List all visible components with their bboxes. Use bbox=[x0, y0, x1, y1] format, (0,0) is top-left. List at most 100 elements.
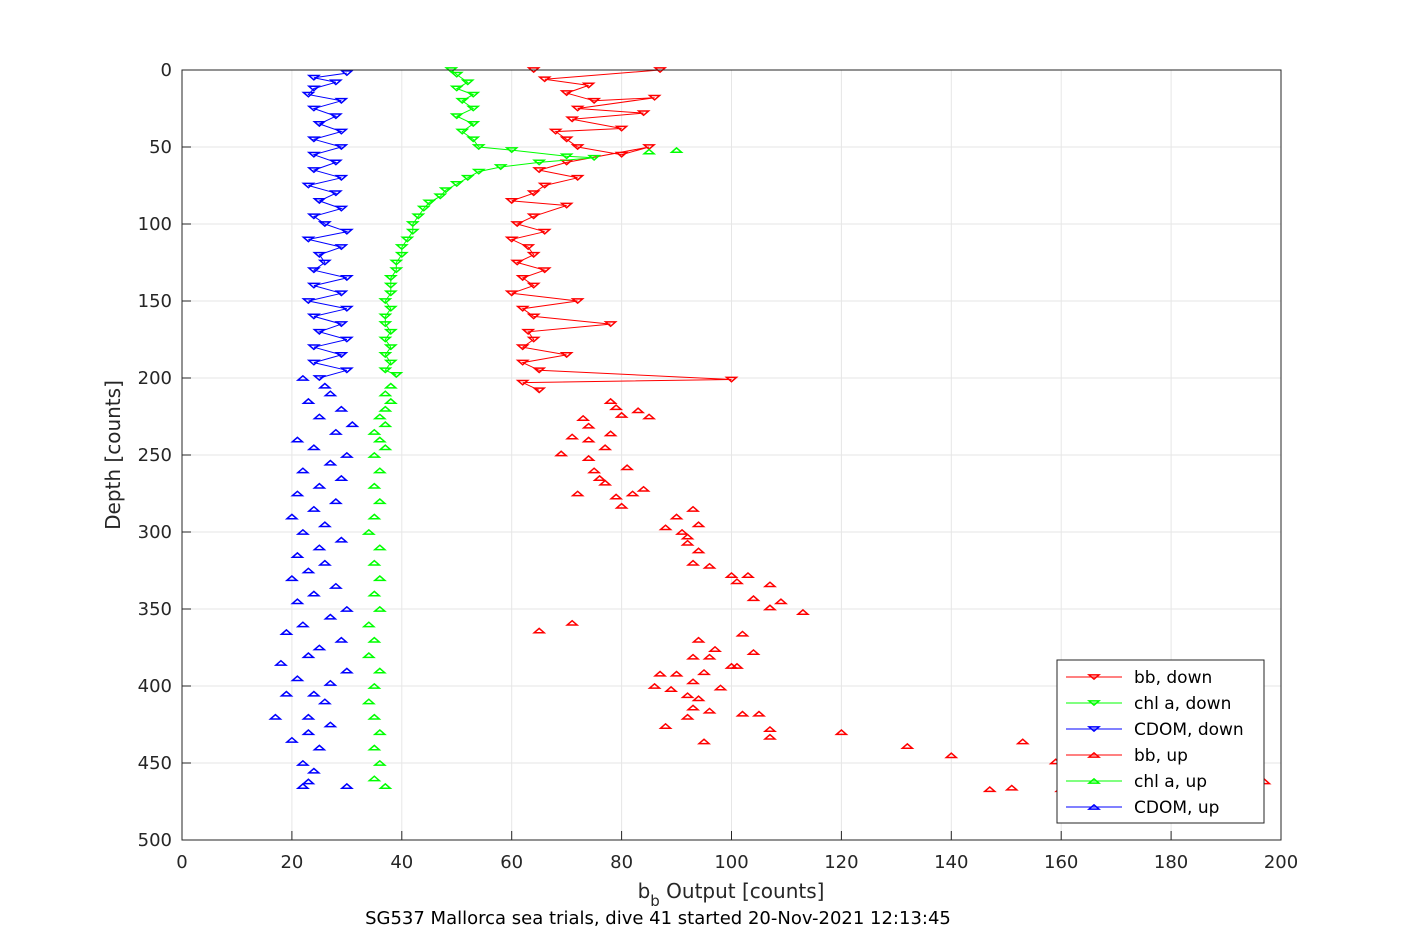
data-point bbox=[411, 213, 426, 220]
data-point bbox=[301, 182, 316, 189]
data-point bbox=[334, 244, 349, 251]
x-tick-label: 120 bbox=[824, 852, 858, 873]
data-point bbox=[504, 197, 519, 205]
y-axis-label: Depth [counts] bbox=[101, 380, 125, 530]
data-point bbox=[532, 159, 547, 166]
data-point bbox=[306, 151, 321, 158]
data-point bbox=[532, 367, 547, 374]
data-point bbox=[394, 251, 409, 258]
data-point bbox=[323, 613, 338, 620]
data-point bbox=[367, 451, 382, 458]
y-tick-label: 0 bbox=[161, 60, 172, 81]
data-point bbox=[312, 413, 327, 420]
data-point bbox=[301, 91, 316, 98]
data-point bbox=[378, 336, 393, 343]
data-point bbox=[521, 244, 536, 251]
data-point bbox=[301, 713, 316, 720]
data-point bbox=[449, 85, 464, 92]
data-point bbox=[762, 733, 777, 740]
data-point bbox=[279, 628, 294, 636]
data-point bbox=[383, 290, 398, 297]
data-point bbox=[378, 351, 393, 359]
data-point bbox=[284, 575, 299, 582]
data-point bbox=[587, 154, 602, 161]
legend-entry-label: bb, down bbox=[1134, 668, 1212, 688]
data-point bbox=[466, 120, 481, 128]
data-point bbox=[751, 710, 766, 717]
data-point bbox=[614, 411, 629, 418]
data-point bbox=[383, 305, 398, 312]
data-point bbox=[290, 490, 305, 497]
data-point bbox=[609, 404, 624, 411]
data-point bbox=[944, 752, 959, 759]
data-point bbox=[378, 390, 393, 397]
data-point bbox=[306, 136, 321, 143]
data-point bbox=[383, 382, 398, 389]
data-point bbox=[773, 598, 788, 605]
data-point bbox=[389, 267, 404, 274]
data-point bbox=[526, 213, 541, 220]
data-point bbox=[312, 644, 327, 651]
data-point bbox=[334, 205, 349, 212]
data-point bbox=[532, 387, 547, 394]
data-point bbox=[372, 729, 387, 736]
data-point bbox=[658, 524, 673, 531]
data-point bbox=[504, 236, 519, 243]
data-point bbox=[334, 144, 349, 151]
data-point bbox=[636, 110, 651, 117]
data-point bbox=[455, 128, 470, 135]
data-point bbox=[565, 619, 580, 626]
data-point bbox=[312, 482, 327, 489]
axis-ticks: 0 20 40 60 80 100 120 140 160 180 200 0 50 100 150 200 2… bbox=[138, 60, 1299, 873]
data-point bbox=[708, 645, 723, 652]
data-point bbox=[636, 485, 651, 492]
data-point bbox=[603, 397, 618, 405]
data-point bbox=[268, 713, 283, 720]
data-point bbox=[383, 397, 398, 405]
data-point bbox=[306, 313, 321, 320]
x-axis-label: bb Output [counts] bbox=[638, 879, 825, 910]
data-point bbox=[438, 187, 453, 194]
data-point bbox=[686, 678, 701, 685]
legend-box bbox=[1056, 659, 1265, 824]
series-5 bbox=[268, 374, 360, 790]
data-point bbox=[537, 182, 552, 189]
data-point bbox=[301, 778, 316, 785]
data-point bbox=[675, 528, 690, 535]
x-axis-label-main: b bbox=[638, 879, 651, 903]
data-point bbox=[295, 782, 310, 790]
data-point bbox=[559, 90, 574, 97]
data-point bbox=[328, 190, 343, 197]
data-point bbox=[306, 282, 321, 289]
data-point bbox=[581, 422, 596, 429]
data-point bbox=[510, 221, 525, 228]
data-point bbox=[306, 444, 321, 451]
data-point bbox=[328, 428, 343, 435]
x-tick-label: 60 bbox=[500, 852, 523, 873]
data-point bbox=[587, 467, 602, 474]
data-point bbox=[537, 267, 552, 274]
data-point bbox=[559, 351, 574, 359]
y-tick-label: 100 bbox=[138, 214, 172, 235]
data-point bbox=[834, 729, 849, 736]
data-point bbox=[306, 590, 321, 597]
x-tick-label: 140 bbox=[934, 852, 968, 873]
data-point bbox=[686, 653, 701, 660]
data-point bbox=[422, 199, 437, 206]
data-point bbox=[400, 236, 415, 243]
legend-entry-label: chl a, down bbox=[1134, 694, 1231, 714]
data-point bbox=[510, 259, 525, 266]
data-point bbox=[339, 451, 354, 458]
data-point bbox=[702, 707, 717, 714]
data-point bbox=[339, 228, 354, 235]
data-point bbox=[372, 436, 387, 443]
y-tick-label: 450 bbox=[138, 753, 172, 774]
data-point bbox=[378, 298, 393, 305]
caption: SG537 Mallorca sea trials, dive 41 start… bbox=[365, 908, 951, 929]
data-point bbox=[702, 562, 717, 569]
data-point bbox=[328, 159, 343, 166]
data-point bbox=[306, 267, 321, 274]
data-point bbox=[306, 167, 321, 174]
data-point bbox=[367, 713, 382, 720]
data-point bbox=[405, 228, 420, 235]
